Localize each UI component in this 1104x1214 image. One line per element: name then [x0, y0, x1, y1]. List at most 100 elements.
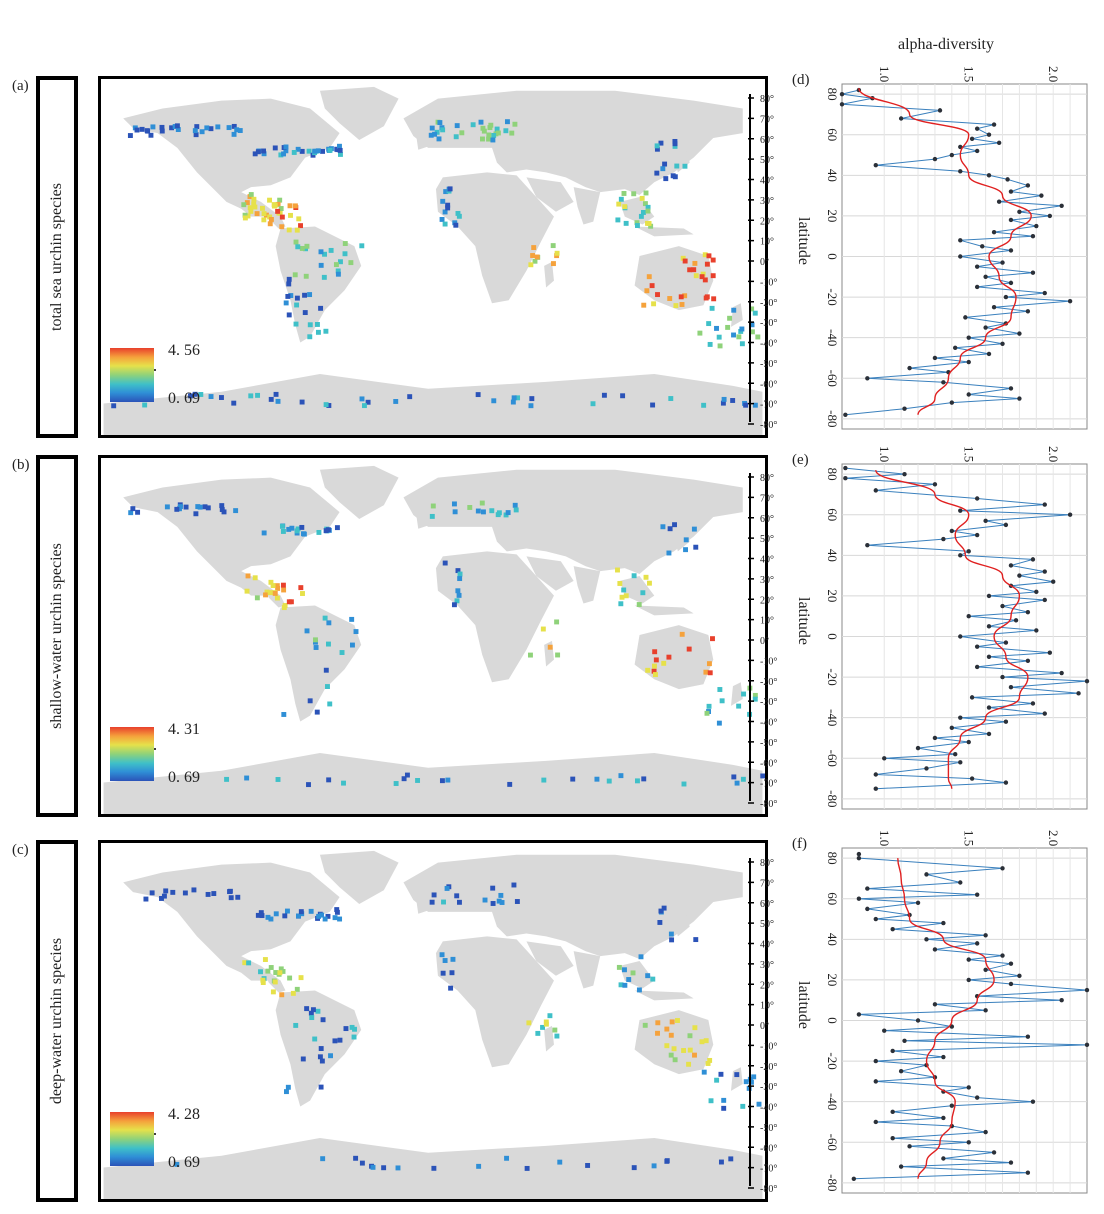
data-point	[966, 977, 971, 983]
data-point	[915, 1018, 921, 1023]
diversity-cell	[150, 124, 156, 130]
data-point	[986, 624, 992, 629]
data-point	[1008, 217, 1014, 223]
data-point	[1008, 248, 1014, 253]
diversity-cell	[701, 1069, 707, 1075]
lat-tick-label: 40°	[760, 555, 774, 566]
diversity-cell	[655, 292, 660, 298]
diversity-cell	[322, 615, 328, 621]
diversity-cell	[429, 125, 435, 131]
diversity-cell	[664, 1043, 670, 1049]
diversity-cell	[429, 899, 435, 905]
data-point	[974, 284, 980, 290]
diversity-cell	[756, 1101, 762, 1107]
diversity-cell	[300, 1056, 306, 1062]
land-mass	[103, 753, 763, 814]
data-point	[958, 880, 963, 885]
data-point	[1030, 1099, 1036, 1104]
panel-letter: (c)	[12, 842, 29, 858]
colorbar-max-label: 4. 28	[168, 1106, 200, 1123]
data-point	[983, 518, 988, 524]
diversity-cell	[670, 173, 676, 179]
diversity-cell	[456, 592, 462, 598]
diversity-cell	[594, 776, 600, 782]
x-tick-label: 1.0	[877, 66, 892, 82]
diversity-cell	[692, 1052, 697, 1058]
diversity-cell	[288, 293, 294, 299]
land-mass	[275, 605, 362, 722]
diversity-cell	[443, 189, 449, 195]
data-point	[1000, 866, 1005, 871]
data-point	[966, 739, 971, 745]
data-point	[1025, 658, 1031, 664]
diversity-cell	[714, 1077, 720, 1083]
diversity-cell	[646, 221, 652, 226]
diversity-cell	[755, 334, 761, 340]
diversity-cell	[248, 208, 254, 214]
diversity-cell	[248, 393, 254, 399]
diversity-cell	[320, 148, 326, 154]
diversity-cell	[275, 208, 281, 214]
lat-tick-label: 70°	[760, 493, 774, 504]
data-point	[986, 654, 992, 659]
diversity-cell	[662, 161, 668, 167]
diversity-cell	[481, 128, 487, 134]
diversity-cell	[528, 403, 534, 409]
y-tick-label: -80	[825, 1174, 840, 1191]
diversity-cell	[741, 691, 747, 697]
diversity-cell	[327, 147, 333, 153]
panel-label-box: shallow-water urchin species	[36, 455, 78, 817]
diversity-cell	[312, 148, 318, 154]
diversity-cell	[495, 130, 501, 136]
diversity-cell	[337, 147, 343, 153]
diversity-cell	[205, 891, 211, 897]
data-point	[1025, 609, 1031, 615]
diversity-cell	[543, 1021, 549, 1027]
data-point	[898, 116, 904, 121]
diversity-cell	[261, 530, 267, 536]
lat-tick-label: -40°	[760, 339, 777, 350]
lat-tick-svg: 80° 70° 60° 50° 40° 30° 20° 10° 0° -10° -20° -30° -4…	[748, 858, 777, 1195]
land-mass	[544, 261, 554, 288]
diversity-cell	[143, 896, 149, 902]
diversity-cell	[615, 217, 621, 223]
lat-tick-label: 0°	[760, 1021, 769, 1032]
y-tick-label: 0	[825, 253, 840, 260]
colorbar-gradient	[110, 1112, 156, 1166]
data-point	[882, 1028, 887, 1033]
diversity-cell	[457, 576, 463, 582]
data-point	[1017, 209, 1022, 215]
data-point	[1008, 685, 1014, 690]
diversity-cell	[509, 130, 515, 136]
lat-tick-label: 50°	[760, 155, 774, 166]
diversity-cell	[731, 332, 736, 338]
diversity-cell	[170, 889, 176, 895]
lat-tick-label: -60°	[760, 1143, 777, 1154]
diversity-cell	[254, 211, 260, 217]
diversity-cell	[648, 223, 654, 229]
lat-tick-label: 20°	[760, 595, 774, 606]
diversity-cell	[293, 321, 299, 327]
data-point	[882, 756, 887, 761]
data-point	[873, 786, 878, 791]
diversity-cell	[736, 703, 742, 709]
lat-tick-label: 60°	[760, 135, 774, 146]
data-point	[986, 705, 992, 710]
diversity-cell	[267, 197, 273, 203]
lat-tick-label: 10°	[760, 237, 774, 248]
diversity-cell	[476, 1163, 482, 1169]
lat-tick-label: 20°	[760, 216, 774, 227]
diversity-cell	[727, 315, 733, 321]
diversity-cell	[303, 273, 309, 279]
data-point	[958, 169, 963, 174]
lat-tick-label: -50°	[760, 738, 777, 749]
diversity-cell	[510, 399, 516, 405]
y-tick-label: -20	[825, 288, 840, 305]
x-tick-label: 2.0	[1046, 830, 1061, 846]
diversity-cell	[268, 396, 274, 402]
diversity-cell	[718, 1071, 724, 1077]
data-point	[1008, 981, 1014, 987]
lat-tick-label: 0°	[760, 257, 769, 268]
diversity-cell	[467, 505, 473, 510]
data-point	[949, 725, 955, 731]
